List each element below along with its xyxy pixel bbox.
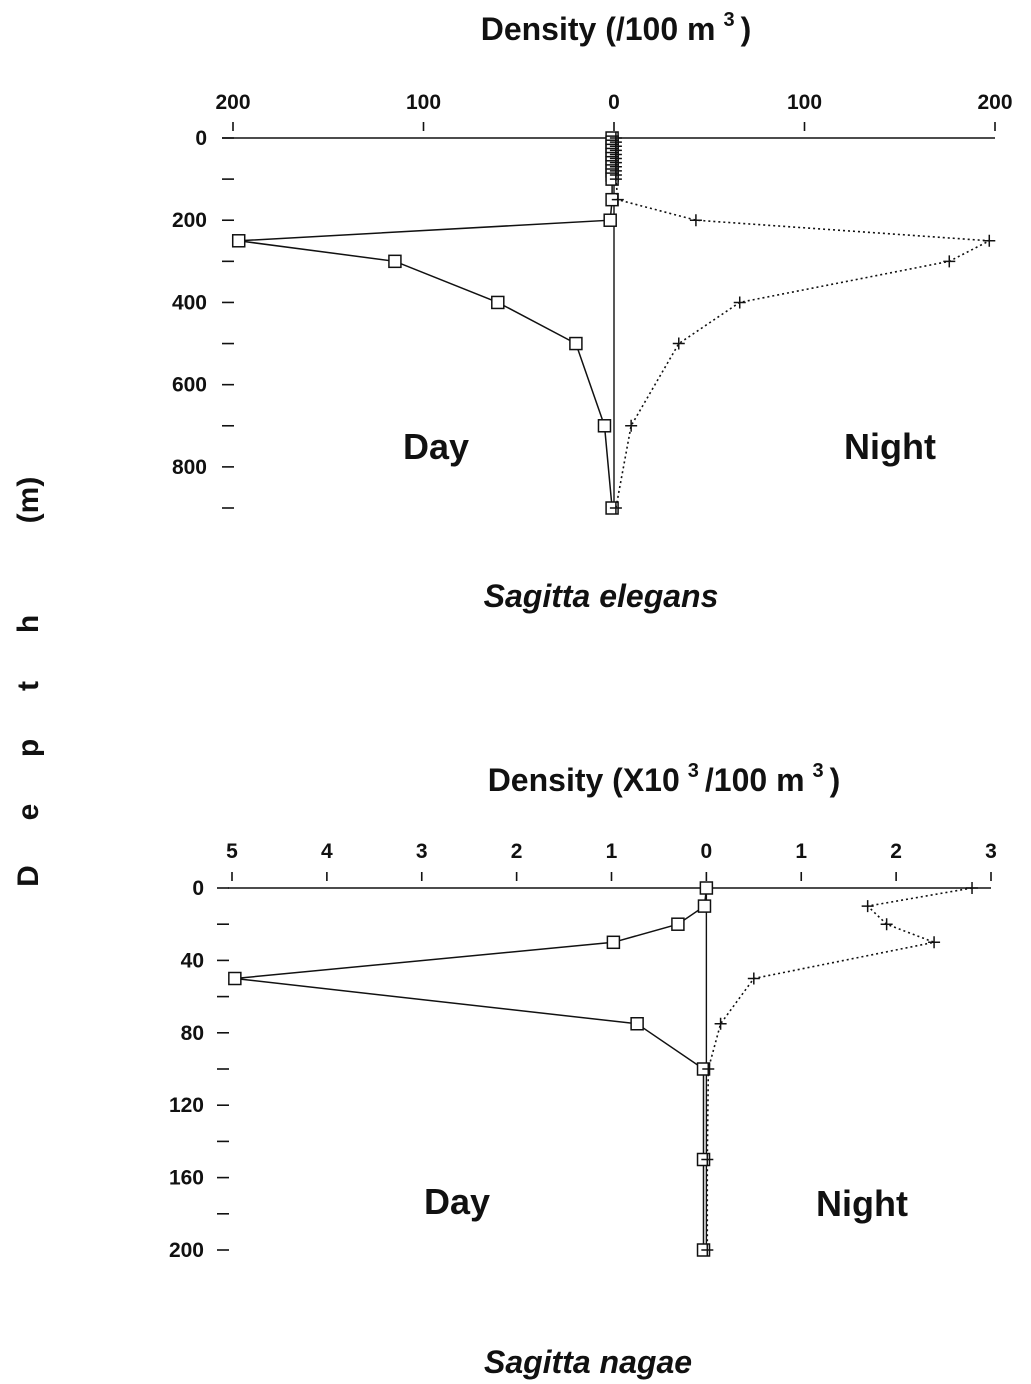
y-tick-label: 0 <box>195 127 207 150</box>
x-tick-label: 0 <box>608 91 620 114</box>
day-marker <box>603 213 617 227</box>
x-tick-label: 5 <box>226 840 238 863</box>
night-marker <box>625 419 638 432</box>
x-tick-label: 200 <box>215 91 250 114</box>
day-marker <box>699 881 714 895</box>
night-label: Night <box>844 426 936 467</box>
chart-title: Density (/100 m 3) <box>481 9 752 47</box>
y-label-letter: e <box>12 804 45 821</box>
day-marker <box>569 336 583 351</box>
x-axis: 200 100 0 100 200 <box>215 91 1013 139</box>
day-marker <box>231 234 246 248</box>
species-label: Sagitta nagae <box>484 1344 692 1380</box>
night-marker <box>701 1244 714 1256</box>
x-axis: 5 4 3 2 1 0 1 2 3 <box>226 840 997 889</box>
chart-title: Density (X10 3/100 m 3) <box>488 760 841 798</box>
plot-lines <box>228 881 979 1257</box>
day-marker <box>671 917 685 931</box>
chart-sagitta-elegans: Density (/100 m 3) 200 100 0 100 200 0 200 400 6… <box>172 9 1013 614</box>
day-marker <box>606 935 621 950</box>
night-marker <box>928 936 941 949</box>
night-marker <box>966 882 979 894</box>
night-marker <box>861 900 874 913</box>
x-tick-label: 3 <box>985 840 997 863</box>
x-tick-label: 100 <box>787 91 822 114</box>
x-tick-label: 0 <box>701 840 713 863</box>
night-marker <box>689 214 702 227</box>
night-marker <box>701 1153 714 1166</box>
night-marker <box>672 337 685 350</box>
y-label-letter: D <box>12 865 45 887</box>
chart-sagitta-nagae: Density (X10 3/100 m 3) 5 4 3 2 1 0 1 2 3 0 40 80 120… <box>169 760 997 1380</box>
y-label-letter: p <box>12 739 45 757</box>
x-tick-label: 3 <box>416 840 428 863</box>
night-marker <box>983 234 996 247</box>
y-tick-label: 200 <box>169 1239 204 1262</box>
day-marker <box>697 899 712 913</box>
plot-lines <box>231 131 996 515</box>
night-marker <box>611 193 624 206</box>
day-marker <box>388 254 402 269</box>
y-label-letter: t <box>12 681 45 691</box>
y-tick-label: 400 <box>172 291 207 314</box>
y-tick-label: 40 <box>181 949 204 972</box>
day-marker <box>630 1017 644 1031</box>
night-marker <box>880 918 893 931</box>
y-tick-label: 160 <box>169 1167 204 1190</box>
y-tick-label: 120 <box>169 1094 204 1117</box>
y-label-letter: h <box>12 615 45 633</box>
night-marker <box>702 1063 715 1075</box>
night-marker <box>714 1017 727 1030</box>
species-label: Sagitta elegans <box>484 578 719 614</box>
x-tick-label: 100 <box>406 91 441 114</box>
y-tick-label: 0 <box>192 877 204 900</box>
day-label: Day <box>403 426 469 467</box>
night-marker <box>943 255 956 268</box>
x-tick-label: 1 <box>795 840 807 863</box>
x-tick-label: 4 <box>321 840 333 863</box>
night-marker <box>609 502 622 514</box>
y-tick-label: 200 <box>172 209 207 232</box>
y-tick-label: 800 <box>172 456 207 479</box>
night-marker <box>733 296 746 309</box>
night-label: Night <box>816 1183 908 1224</box>
y-label-unit: (m) <box>12 477 45 524</box>
day-marker <box>597 419 612 433</box>
y-tick-label: 600 <box>172 374 207 397</box>
night-marker <box>747 972 760 985</box>
x-tick-label: 200 <box>977 91 1012 114</box>
day-label: Day <box>424 1181 490 1222</box>
night-marker <box>609 173 622 186</box>
y-axis: 0 40 80 120 160 200 <box>169 877 229 1262</box>
x-tick-label: 2 <box>890 840 902 863</box>
y-axis-label: D e p t h (m) <box>12 477 45 887</box>
day-marker <box>491 295 505 310</box>
y-tick-label: 80 <box>181 1022 204 1045</box>
x-tick-label: 1 <box>606 840 618 863</box>
x-tick-label: 2 <box>511 840 523 863</box>
day-marker <box>228 971 242 986</box>
y-axis: 0 200 400 600 800 <box>172 127 234 509</box>
